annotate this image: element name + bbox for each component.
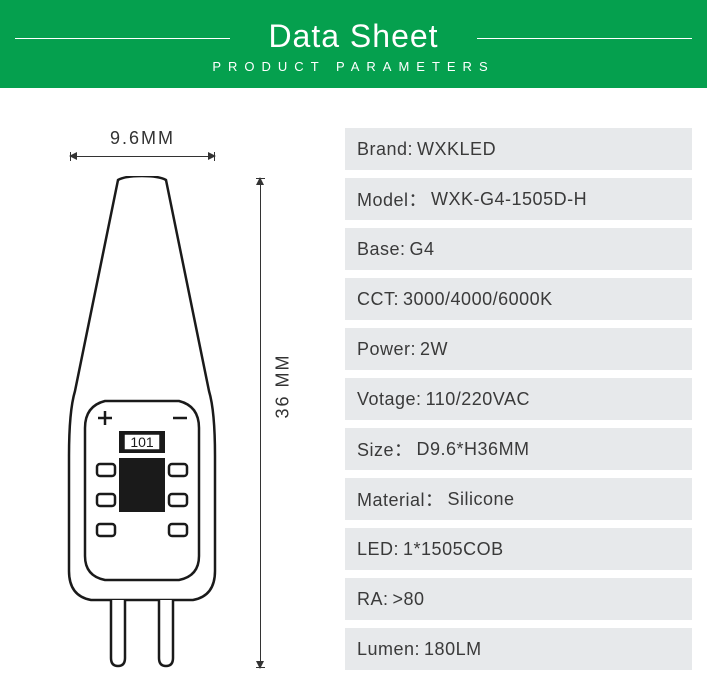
spec-model: Model：WXK-G4-1505D-H: [345, 178, 692, 220]
spec-led: LED:1*1505COB: [345, 528, 692, 570]
spec-base: Base:G4: [345, 228, 692, 270]
height-tick-bottom: [256, 667, 265, 668]
height-tick-top: [256, 178, 265, 179]
height-arrow: [260, 178, 261, 668]
width-arrow: [70, 156, 215, 157]
specs-list: Brand:WXKLED Model：WXK-G4-1505D-H Base:G…: [335, 128, 692, 688]
header-subtitle: PRODUCT PARAMETERS: [0, 59, 707, 74]
header-title: Data Sheet: [0, 0, 707, 55]
spec-voltage: Votage:110/220VAC: [345, 378, 692, 420]
width-tick-left: [70, 152, 71, 161]
width-tick-right: [214, 152, 215, 161]
spec-lumen: Lumen:180LM: [345, 628, 692, 670]
bulb-diagram: 9.6MM 36 MM: [15, 128, 335, 688]
spec-size: Size：D9.6*H36MM: [345, 428, 692, 470]
content-area: 9.6MM 36 MM: [0, 88, 707, 688]
spec-cct: CCT:3000/4000/6000K: [345, 278, 692, 320]
spec-power: Power:2W: [345, 328, 692, 370]
spec-brand: Brand:WXKLED: [345, 128, 692, 170]
bulb-outline-svg: 101: [65, 176, 220, 671]
spec-material: Material：Silicone: [345, 478, 692, 520]
header-banner: Data Sheet PRODUCT PARAMETERS: [0, 0, 707, 88]
height-dimension-label: 36 MM: [273, 353, 294, 418]
header-line-right: [477, 38, 692, 39]
chip-label: 101: [130, 434, 154, 450]
spec-ra: RA:>80: [345, 578, 692, 620]
header-line-left: [15, 38, 230, 39]
width-dimension-label: 9.6MM: [70, 128, 215, 149]
